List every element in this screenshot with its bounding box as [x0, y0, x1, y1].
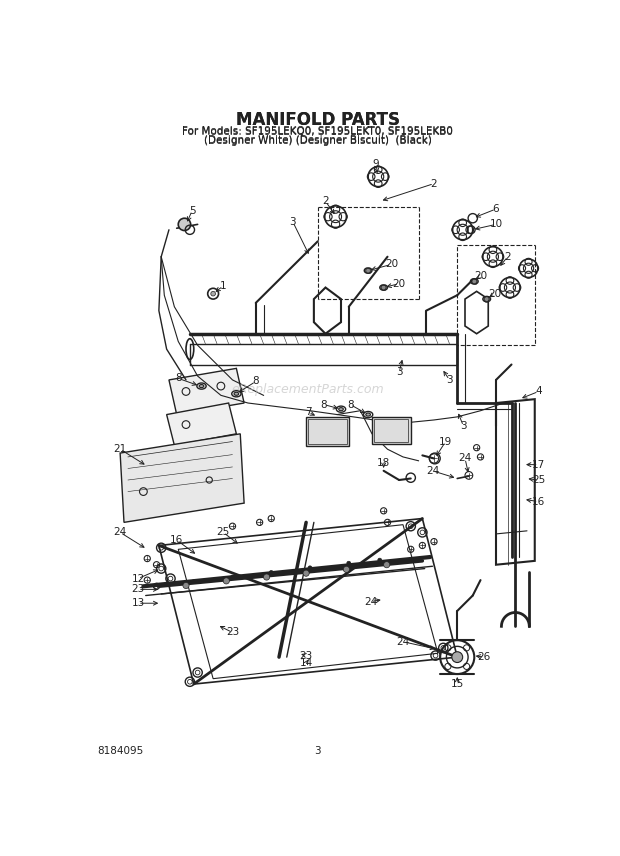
Text: 8: 8 [252, 377, 259, 386]
Circle shape [384, 562, 390, 568]
Circle shape [343, 567, 350, 573]
Polygon shape [167, 403, 236, 445]
Text: 20: 20 [385, 259, 398, 270]
Text: 20: 20 [474, 271, 487, 281]
Text: 13: 13 [131, 598, 144, 609]
Ellipse shape [234, 392, 239, 395]
Text: 17: 17 [532, 460, 545, 470]
Text: eReplacementParts.com: eReplacementParts.com [232, 383, 384, 396]
Text: 1: 1 [220, 281, 226, 291]
Text: 8: 8 [321, 400, 327, 409]
Text: 3: 3 [314, 746, 321, 756]
Text: 7: 7 [305, 407, 312, 417]
Text: 20: 20 [488, 288, 501, 299]
Text: 20: 20 [392, 279, 405, 288]
Text: 23: 23 [299, 651, 312, 661]
Text: 25: 25 [216, 527, 230, 538]
Text: 8: 8 [175, 373, 182, 383]
Text: 9: 9 [373, 159, 379, 169]
Text: 16: 16 [532, 496, 545, 507]
Circle shape [179, 218, 190, 230]
Text: 19: 19 [439, 437, 452, 447]
Text: MANIFOLD PARTS: MANIFOLD PARTS [236, 110, 400, 128]
Circle shape [303, 570, 309, 576]
Circle shape [484, 297, 489, 301]
Text: 26: 26 [478, 652, 491, 663]
Circle shape [223, 578, 229, 584]
Text: (Designer White) (Designer Biscuit)  (Black): (Designer White) (Designer Biscuit) (Bla… [204, 135, 432, 146]
Bar [372, 417, 410, 443]
Circle shape [308, 566, 312, 570]
Ellipse shape [199, 384, 204, 388]
Circle shape [452, 651, 463, 663]
Text: 3: 3 [446, 375, 453, 385]
Text: 21: 21 [113, 444, 126, 455]
Ellipse shape [366, 413, 371, 416]
Text: 4: 4 [535, 386, 542, 396]
Text: (Designer White) (Designer Biscuit)  (Black): (Designer White) (Designer Biscuit) (Bla… [204, 136, 432, 146]
Text: 16: 16 [170, 535, 184, 545]
Polygon shape [120, 434, 244, 522]
Circle shape [183, 582, 189, 589]
Text: 3: 3 [290, 217, 296, 227]
Ellipse shape [339, 407, 343, 411]
Circle shape [378, 558, 382, 562]
Text: 15: 15 [451, 679, 464, 689]
Text: 24: 24 [426, 466, 439, 476]
Text: 12: 12 [131, 574, 144, 584]
Circle shape [366, 268, 371, 273]
Polygon shape [169, 368, 244, 414]
Bar [309, 419, 347, 443]
Text: 18: 18 [377, 458, 390, 468]
Text: 2: 2 [431, 179, 437, 188]
Text: 8: 8 [347, 400, 353, 409]
Text: 6: 6 [493, 204, 499, 214]
Circle shape [264, 574, 270, 580]
Text: 3: 3 [396, 367, 402, 377]
Text: For Models: SF195LEKQ0, SF195LEKT0, SF195LEKB0: For Models: SF195LEKQ0, SF195LEKT0, SF19… [182, 126, 453, 136]
Text: 23: 23 [226, 627, 239, 638]
Text: 24: 24 [364, 597, 377, 607]
Text: 24: 24 [458, 454, 472, 463]
Circle shape [211, 291, 216, 296]
Bar [374, 419, 409, 442]
Text: 23: 23 [131, 585, 144, 594]
Circle shape [269, 570, 273, 574]
Text: 24: 24 [113, 527, 126, 538]
Text: 25: 25 [532, 475, 545, 485]
Text: 5: 5 [189, 205, 195, 216]
Circle shape [192, 580, 196, 584]
Text: MANIFOLD PARTS: MANIFOLD PARTS [236, 110, 400, 128]
Text: 8184095: 8184095 [97, 746, 143, 756]
Text: 14: 14 [299, 658, 312, 669]
Circle shape [472, 279, 477, 283]
Circle shape [347, 562, 351, 565]
Bar [306, 417, 348, 446]
Circle shape [381, 285, 386, 290]
Text: 3: 3 [460, 421, 467, 431]
Text: 24: 24 [396, 637, 410, 647]
Text: 2: 2 [322, 196, 329, 206]
Text: For Models: SF195LEKQ0, SF195LEKT0, SF195LEKB0: For Models: SF195LEKQ0, SF195LEKT0, SF19… [182, 127, 453, 137]
Circle shape [231, 575, 234, 579]
Text: 10: 10 [489, 219, 503, 229]
Text: 2: 2 [504, 252, 511, 262]
